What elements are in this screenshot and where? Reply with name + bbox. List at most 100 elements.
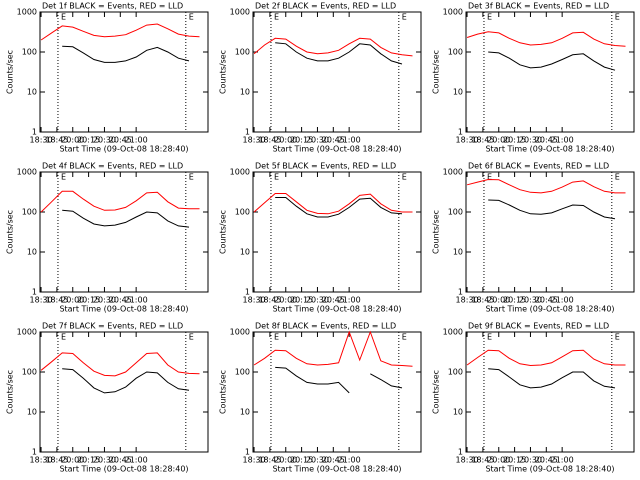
y-tick-label: 1 — [458, 288, 463, 297]
x-tick-label: 18:30 — [30, 456, 53, 465]
series-line — [275, 42, 403, 65]
plot-frame — [39, 11, 209, 133]
marker-label: E — [487, 173, 492, 182]
y-tick-label: 1 — [245, 288, 250, 297]
y-tick-label: 1000 — [230, 168, 250, 177]
marker-label: E — [189, 13, 194, 22]
chart-title: Det 3f BLACK = Events, RED = LLD — [468, 2, 609, 11]
chart-title: Det 6f BLACK = Events, RED = LLD — [468, 162, 609, 171]
series-line — [62, 368, 190, 394]
y-axis-label: Counts/sec — [219, 370, 228, 414]
y-axis-label: Counts/sec — [432, 50, 441, 94]
y-tick-label: 1000 — [17, 168, 37, 177]
x-tick-label: 20:45 — [322, 136, 345, 145]
x-tick-label: 18:45 — [471, 136, 494, 145]
x-tick-label: 18:45 — [45, 456, 68, 465]
y-tick-label: 100 — [22, 48, 37, 57]
x-tick-label: 18:30 — [30, 296, 53, 305]
x-tick-label: 20:15 — [290, 456, 313, 465]
x-tick-label: 20:00 — [274, 296, 297, 305]
x-tick-label: 21:00 — [551, 456, 574, 465]
x-tick-label: 20:15 — [77, 456, 100, 465]
x-tick-label: 20:45 — [322, 456, 345, 465]
y-tick-label: 100 — [22, 368, 37, 377]
y-axis-label: Counts/sec — [219, 210, 228, 254]
x-axis-label: Start Time (09-Oct-08 18:28:40) — [59, 465, 188, 474]
y-tick-label: 1 — [245, 128, 250, 137]
y-tick-label: 100 — [22, 208, 37, 217]
plot-frame — [252, 331, 422, 453]
x-tick-label: 20:30 — [306, 136, 329, 145]
plot-frame — [39, 171, 209, 293]
y-tick-label: 1 — [458, 128, 463, 137]
x-tick-label: 20:45 — [109, 136, 132, 145]
x-tick-label: 20:30 — [306, 296, 329, 305]
x-tick-label: 20:00 — [274, 136, 297, 145]
y-axis-label: Counts/sec — [6, 370, 15, 414]
marker-label: E — [61, 333, 66, 342]
x-tick-label: 20:00 — [487, 456, 510, 465]
y-tick-label: 1 — [32, 128, 37, 137]
y-tick-label: 10 — [240, 408, 250, 417]
x-tick-label: 20:45 — [109, 456, 132, 465]
x-tick-label: 21:00 — [338, 296, 361, 305]
y-tick-label: 100 — [235, 208, 250, 217]
x-tick-label: 20:00 — [61, 456, 84, 465]
y-tick-label: 1 — [458, 448, 463, 457]
series-line — [488, 51, 616, 71]
x-tick-label: 20:45 — [535, 296, 558, 305]
y-tick-label: 100 — [448, 208, 463, 217]
x-tick-label: 18:45 — [45, 136, 68, 145]
x-tick-label: 20:30 — [93, 296, 116, 305]
x-axis-label: Start Time (09-Oct-08 18:28:40) — [59, 305, 188, 314]
x-axis-label: Start Time (09-Oct-08 18:28:40) — [485, 145, 614, 154]
x-tick-label: 18:30 — [243, 296, 266, 305]
x-tick-label: 18:30 — [456, 456, 479, 465]
y-tick-label: 1000 — [443, 8, 463, 17]
marker-label: E — [487, 13, 492, 22]
series-line — [40, 352, 200, 377]
plot-frame — [465, 331, 635, 453]
series-line — [62, 209, 190, 228]
y-tick-label: 100 — [235, 368, 250, 377]
x-tick-label: 20:45 — [535, 136, 558, 145]
x-axis-label: Start Time (09-Oct-08 18:28:40) — [272, 465, 401, 474]
x-axis-label: Start Time (09-Oct-08 18:28:40) — [59, 145, 188, 154]
series-line — [488, 368, 616, 389]
x-tick-label: 18:45 — [258, 136, 281, 145]
x-tick-label: 18:30 — [243, 456, 266, 465]
x-tick-label: 20:30 — [519, 296, 542, 305]
x-axis-label: Start Time (09-Oct-08 18:28:40) — [272, 145, 401, 154]
x-tick-label: 20:15 — [503, 296, 526, 305]
y-tick-label: 100 — [448, 48, 463, 57]
x-tick-label: 21:00 — [338, 136, 361, 145]
plot-frame — [252, 11, 422, 133]
y-axis-label: Counts/sec — [6, 50, 15, 94]
x-tick-label: 20:00 — [61, 296, 84, 305]
series-line — [253, 37, 413, 57]
x-tick-label: 20:15 — [503, 456, 526, 465]
y-tick-label: 100 — [235, 48, 250, 57]
y-tick-label: 1000 — [443, 168, 463, 177]
series-line — [275, 197, 403, 218]
marker-label: E — [615, 173, 620, 182]
chart-title: Det 7f BLACK = Events, RED = LLD — [42, 322, 183, 331]
marker-label: E — [274, 13, 279, 22]
y-tick-label: 10 — [240, 248, 250, 257]
x-tick-label: 20:30 — [306, 456, 329, 465]
marker-label: E — [615, 333, 620, 342]
y-tick-label: 1000 — [230, 8, 250, 17]
series-line — [62, 45, 190, 63]
x-tick-label: 20:45 — [322, 296, 345, 305]
marker-label: E — [61, 13, 66, 22]
chart-title: Det 8f BLACK = Events, RED = LLD — [255, 322, 396, 331]
x-tick-label: 18:45 — [45, 296, 68, 305]
marker-label: E — [615, 13, 620, 22]
x-tick-label: 20:30 — [519, 136, 542, 145]
y-tick-label: 10 — [27, 248, 37, 257]
series-line — [253, 330, 413, 367]
marker-label: E — [189, 333, 194, 342]
x-tick-label: 20:45 — [109, 296, 132, 305]
y-tick-label: 10 — [27, 88, 37, 97]
y-tick-label: 1000 — [230, 328, 250, 337]
